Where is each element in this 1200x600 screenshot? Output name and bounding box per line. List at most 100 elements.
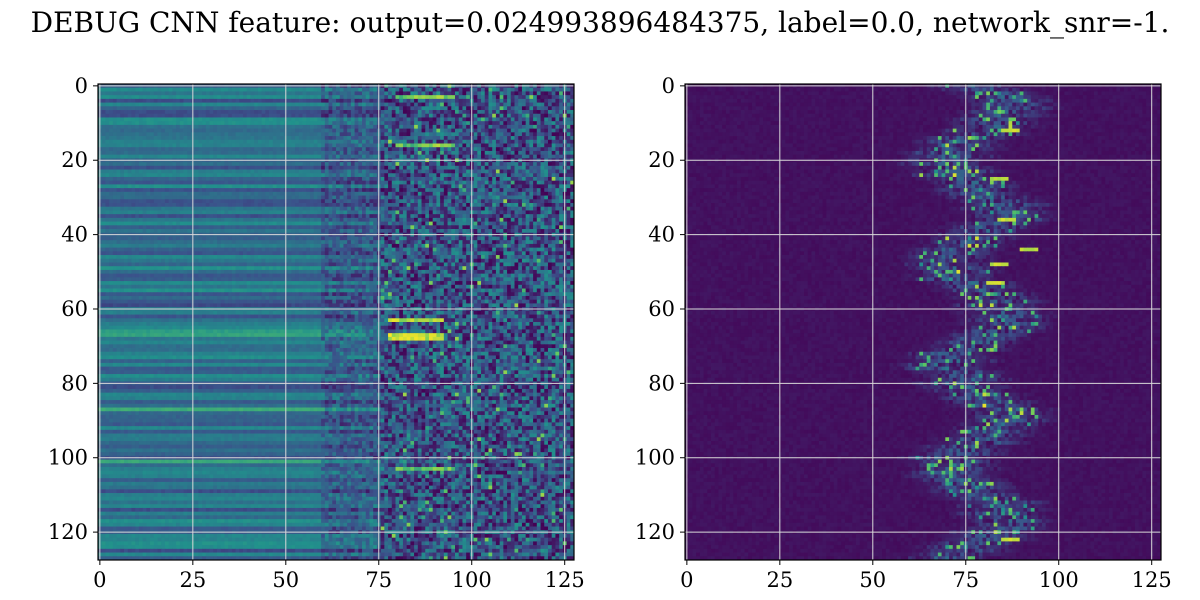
heatmap-cell bbox=[481, 121, 485, 125]
heatmap-cell bbox=[303, 196, 307, 200]
heatmap-cell bbox=[254, 129, 258, 133]
heatmap-cell bbox=[277, 147, 281, 151]
heatmap-cell bbox=[436, 192, 440, 196]
heatmap-cell bbox=[131, 88, 135, 92]
heatmap-cell bbox=[511, 106, 515, 110]
heatmap-cell bbox=[500, 99, 504, 103]
heatmap-cell bbox=[414, 114, 418, 118]
heatmap-cell bbox=[399, 121, 403, 125]
heatmap-cell bbox=[321, 203, 325, 207]
heatmap-cell bbox=[254, 151, 258, 155]
heatmap-cell bbox=[169, 103, 173, 107]
heatmap-cell bbox=[522, 103, 526, 107]
heatmap-cell bbox=[429, 117, 433, 121]
heatmap-cell bbox=[143, 166, 147, 170]
heatmap-cell bbox=[113, 188, 117, 192]
heatmap-cell bbox=[340, 210, 344, 214]
heatmap-cell bbox=[329, 103, 333, 107]
heatmap-cell bbox=[172, 196, 176, 200]
heatmap-cell bbox=[559, 199, 563, 203]
heatmap-cell bbox=[481, 214, 485, 218]
heatmap-cell bbox=[429, 225, 433, 229]
heatmap-cell bbox=[422, 129, 426, 133]
heatmap-cell bbox=[507, 225, 511, 229]
heatmap-cell bbox=[210, 192, 214, 196]
heatmap-cell bbox=[403, 91, 407, 95]
heatmap-cell bbox=[407, 210, 411, 214]
heatmap-cell bbox=[351, 207, 355, 211]
heatmap-cell bbox=[295, 147, 299, 151]
heatmap-cell bbox=[336, 222, 340, 226]
heatmap-cell bbox=[451, 144, 455, 148]
heatmap-cell bbox=[288, 132, 292, 136]
heatmap-cell bbox=[213, 177, 217, 181]
heatmap-cell bbox=[198, 114, 202, 118]
heatmap-cell bbox=[131, 136, 135, 140]
heatmap-cell bbox=[414, 95, 418, 99]
heatmap-cell bbox=[410, 132, 414, 136]
heatmap-cell bbox=[280, 140, 284, 144]
heatmap-cell bbox=[381, 114, 385, 118]
heatmap-cell bbox=[355, 132, 359, 136]
heatmap-cell bbox=[146, 88, 150, 92]
heatmap-cell bbox=[358, 125, 362, 129]
heatmap-cell bbox=[396, 199, 400, 203]
heatmap-cell bbox=[213, 218, 217, 222]
heatmap-cell bbox=[455, 121, 459, 125]
heatmap-cell bbox=[262, 136, 266, 140]
heatmap-cell bbox=[113, 173, 117, 177]
heatmap-cell bbox=[533, 91, 537, 95]
heatmap-cell bbox=[269, 144, 273, 148]
heatmap-cell bbox=[522, 214, 526, 218]
heatmap-cell bbox=[503, 170, 507, 174]
heatmap-cell bbox=[481, 203, 485, 207]
heatmap-cell bbox=[373, 196, 377, 200]
heatmap-cell bbox=[422, 173, 426, 177]
heatmap-cell bbox=[165, 192, 169, 196]
heatmap-cell bbox=[522, 114, 526, 118]
heatmap-cell bbox=[396, 151, 400, 155]
heatmap-cell bbox=[477, 155, 481, 159]
heatmap-cell bbox=[522, 106, 526, 110]
heatmap-cell bbox=[124, 192, 128, 196]
heatmap-cell bbox=[548, 166, 552, 170]
heatmap-cell bbox=[291, 225, 295, 229]
heatmap-cell bbox=[410, 140, 414, 144]
heatmap-cell bbox=[418, 184, 422, 188]
heatmap-cell bbox=[210, 222, 214, 226]
heatmap-cell bbox=[120, 88, 124, 92]
heatmap-cell bbox=[522, 136, 526, 140]
heatmap-cell bbox=[474, 121, 478, 125]
heatmap-cell bbox=[455, 170, 459, 174]
heatmap-cell bbox=[388, 155, 392, 159]
heatmap-cell bbox=[425, 184, 429, 188]
heatmap-cell bbox=[526, 110, 530, 114]
heatmap-cell bbox=[396, 222, 400, 226]
heatmap-cell bbox=[448, 103, 452, 107]
heatmap-cell bbox=[384, 199, 388, 203]
heatmap-cell bbox=[161, 170, 165, 174]
heatmap-cell bbox=[555, 170, 559, 174]
heatmap-cell bbox=[451, 170, 455, 174]
heatmap-cell bbox=[381, 129, 385, 133]
heatmap-cell bbox=[321, 214, 325, 218]
heatmap-cell bbox=[436, 121, 440, 125]
heatmap-cell bbox=[314, 218, 318, 222]
heatmap-cell bbox=[481, 177, 485, 181]
heatmap-cell bbox=[529, 106, 533, 110]
heatmap-cell bbox=[355, 151, 359, 155]
heatmap-cell bbox=[392, 203, 396, 207]
heatmap-cell bbox=[213, 95, 217, 99]
heatmap-cell bbox=[169, 210, 173, 214]
heatmap-cell bbox=[481, 173, 485, 177]
heatmap-cell bbox=[169, 214, 173, 218]
heatmap-cell bbox=[139, 214, 143, 218]
heatmap-cell bbox=[299, 207, 303, 211]
heatmap-cell bbox=[131, 91, 135, 95]
heatmap-cell bbox=[410, 162, 414, 166]
heatmap-cell bbox=[187, 181, 191, 185]
heatmap-cell bbox=[124, 184, 128, 188]
heatmap-cell bbox=[496, 162, 500, 166]
heatmap-cell bbox=[224, 91, 228, 95]
heatmap-cell bbox=[444, 121, 448, 125]
